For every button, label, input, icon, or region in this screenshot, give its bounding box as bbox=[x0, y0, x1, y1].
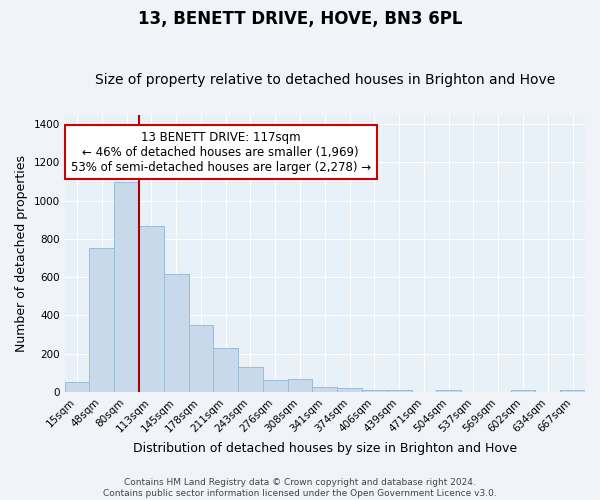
Text: 13 BENETT DRIVE: 117sqm
← 46% of detached houses are smaller (1,969)
53% of semi: 13 BENETT DRIVE: 117sqm ← 46% of detache… bbox=[71, 130, 371, 174]
Bar bbox=[139, 226, 164, 392]
Bar bbox=[164, 274, 188, 392]
Title: Size of property relative to detached houses in Brighton and Hove: Size of property relative to detached ho… bbox=[95, 73, 555, 87]
Y-axis label: Number of detached properties: Number of detached properties bbox=[15, 155, 28, 352]
Bar bbox=[436, 390, 461, 392]
Bar bbox=[263, 380, 287, 392]
Bar bbox=[287, 378, 313, 392]
X-axis label: Distribution of detached houses by size in Brighton and Hove: Distribution of detached houses by size … bbox=[133, 442, 517, 455]
Bar bbox=[238, 367, 263, 392]
Bar bbox=[65, 382, 89, 392]
Text: Contains HM Land Registry data © Crown copyright and database right 2024.
Contai: Contains HM Land Registry data © Crown c… bbox=[103, 478, 497, 498]
Bar bbox=[337, 388, 362, 392]
Bar bbox=[313, 386, 337, 392]
Bar bbox=[214, 348, 238, 392]
Bar bbox=[362, 390, 387, 392]
Bar bbox=[560, 390, 585, 392]
Bar bbox=[188, 325, 214, 392]
Bar bbox=[511, 390, 535, 392]
Bar bbox=[89, 248, 114, 392]
Text: 13, BENETT DRIVE, HOVE, BN3 6PL: 13, BENETT DRIVE, HOVE, BN3 6PL bbox=[138, 10, 462, 28]
Bar bbox=[387, 390, 412, 392]
Bar bbox=[114, 182, 139, 392]
